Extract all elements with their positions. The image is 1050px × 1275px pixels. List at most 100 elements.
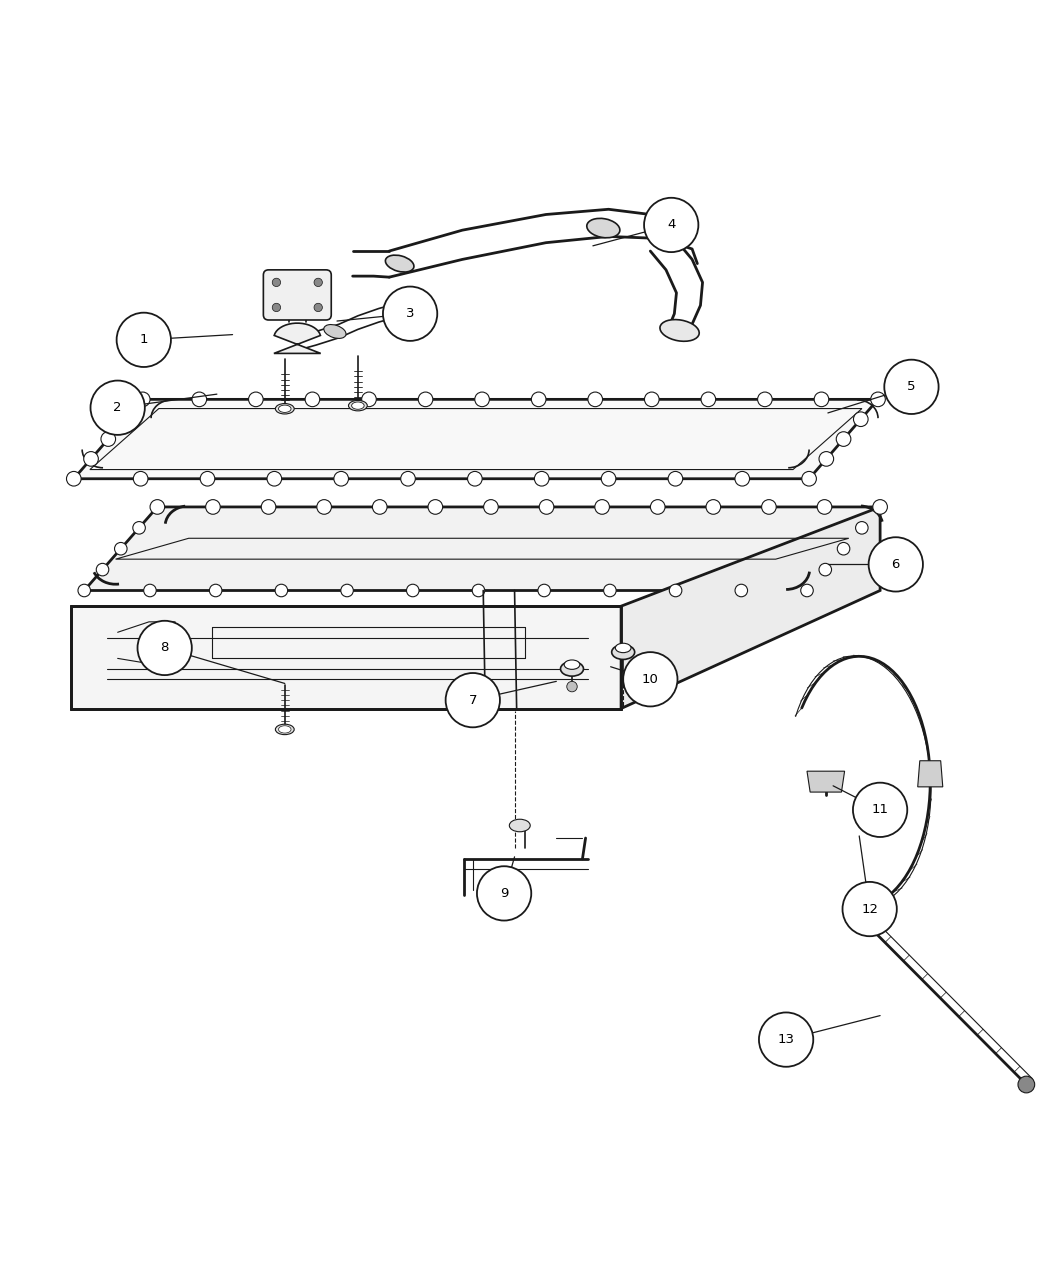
Circle shape — [133, 472, 148, 486]
Ellipse shape — [509, 820, 530, 831]
Circle shape — [735, 584, 748, 597]
Circle shape — [701, 391, 716, 407]
Ellipse shape — [587, 218, 620, 237]
Circle shape — [475, 391, 489, 407]
Circle shape — [884, 360, 939, 414]
Ellipse shape — [275, 404, 294, 414]
Circle shape — [418, 391, 433, 407]
Circle shape — [758, 391, 772, 407]
Circle shape — [801, 584, 814, 597]
Circle shape — [135, 391, 150, 407]
Circle shape — [97, 564, 109, 576]
Ellipse shape — [615, 644, 631, 653]
Circle shape — [90, 380, 145, 435]
Circle shape — [873, 500, 887, 514]
Circle shape — [66, 472, 81, 486]
Polygon shape — [622, 507, 880, 709]
Ellipse shape — [564, 660, 580, 669]
Circle shape — [759, 1012, 814, 1067]
Polygon shape — [74, 399, 878, 478]
Circle shape — [668, 472, 682, 486]
Text: 3: 3 — [406, 307, 415, 320]
Polygon shape — [84, 507, 880, 590]
Circle shape — [534, 472, 549, 486]
Circle shape — [594, 500, 609, 514]
Circle shape — [361, 391, 376, 407]
Circle shape — [117, 312, 171, 367]
Circle shape — [192, 391, 207, 407]
Circle shape — [814, 391, 828, 407]
Circle shape — [306, 391, 320, 407]
Circle shape — [445, 673, 500, 727]
Polygon shape — [274, 323, 320, 353]
Ellipse shape — [278, 405, 291, 412]
Circle shape — [272, 303, 280, 311]
Circle shape — [314, 303, 322, 311]
Circle shape — [842, 882, 897, 936]
Circle shape — [761, 500, 776, 514]
Circle shape — [78, 584, 90, 597]
Circle shape — [249, 391, 264, 407]
Circle shape — [317, 500, 332, 514]
Circle shape — [484, 500, 499, 514]
Ellipse shape — [352, 402, 364, 409]
Ellipse shape — [281, 286, 313, 305]
Circle shape — [119, 412, 132, 427]
Circle shape — [401, 472, 416, 486]
Circle shape — [817, 500, 832, 514]
Circle shape — [706, 500, 720, 514]
Circle shape — [150, 500, 165, 514]
Circle shape — [602, 472, 616, 486]
Circle shape — [854, 412, 868, 427]
Text: 1: 1 — [140, 333, 148, 347]
Circle shape — [406, 584, 419, 597]
Circle shape — [209, 584, 222, 597]
Text: 5: 5 — [907, 380, 916, 393]
Circle shape — [138, 621, 192, 674]
Text: 6: 6 — [891, 558, 900, 571]
Circle shape — [261, 500, 276, 514]
Circle shape — [467, 472, 482, 486]
Text: 7: 7 — [468, 694, 477, 706]
Circle shape — [1018, 1076, 1034, 1093]
Polygon shape — [807, 771, 844, 792]
Circle shape — [735, 472, 750, 486]
Circle shape — [819, 451, 834, 467]
Circle shape — [870, 391, 885, 407]
Ellipse shape — [561, 662, 584, 676]
FancyBboxPatch shape — [264, 270, 331, 320]
Circle shape — [477, 866, 531, 921]
Circle shape — [114, 542, 127, 555]
Text: 8: 8 — [161, 641, 169, 654]
Circle shape — [144, 584, 156, 597]
Circle shape — [645, 391, 659, 407]
Ellipse shape — [278, 725, 291, 733]
Polygon shape — [70, 606, 622, 709]
Text: 10: 10 — [642, 673, 658, 686]
Ellipse shape — [349, 400, 368, 411]
Circle shape — [101, 432, 116, 446]
Ellipse shape — [275, 724, 294, 734]
Text: 9: 9 — [500, 887, 508, 900]
Circle shape — [868, 537, 923, 592]
Ellipse shape — [385, 255, 414, 272]
Circle shape — [538, 584, 550, 597]
Circle shape — [275, 584, 288, 597]
Circle shape — [428, 500, 443, 514]
Circle shape — [540, 500, 553, 514]
Ellipse shape — [323, 325, 346, 338]
Circle shape — [853, 783, 907, 836]
Circle shape — [588, 391, 603, 407]
Text: 2: 2 — [113, 402, 122, 414]
Circle shape — [84, 451, 99, 467]
Circle shape — [819, 564, 832, 576]
Circle shape — [267, 472, 281, 486]
Circle shape — [383, 287, 437, 340]
Ellipse shape — [660, 320, 699, 342]
Text: 11: 11 — [872, 803, 888, 816]
Circle shape — [644, 198, 698, 252]
Circle shape — [314, 278, 322, 287]
Circle shape — [272, 278, 280, 287]
Ellipse shape — [612, 645, 634, 659]
Circle shape — [650, 500, 665, 514]
